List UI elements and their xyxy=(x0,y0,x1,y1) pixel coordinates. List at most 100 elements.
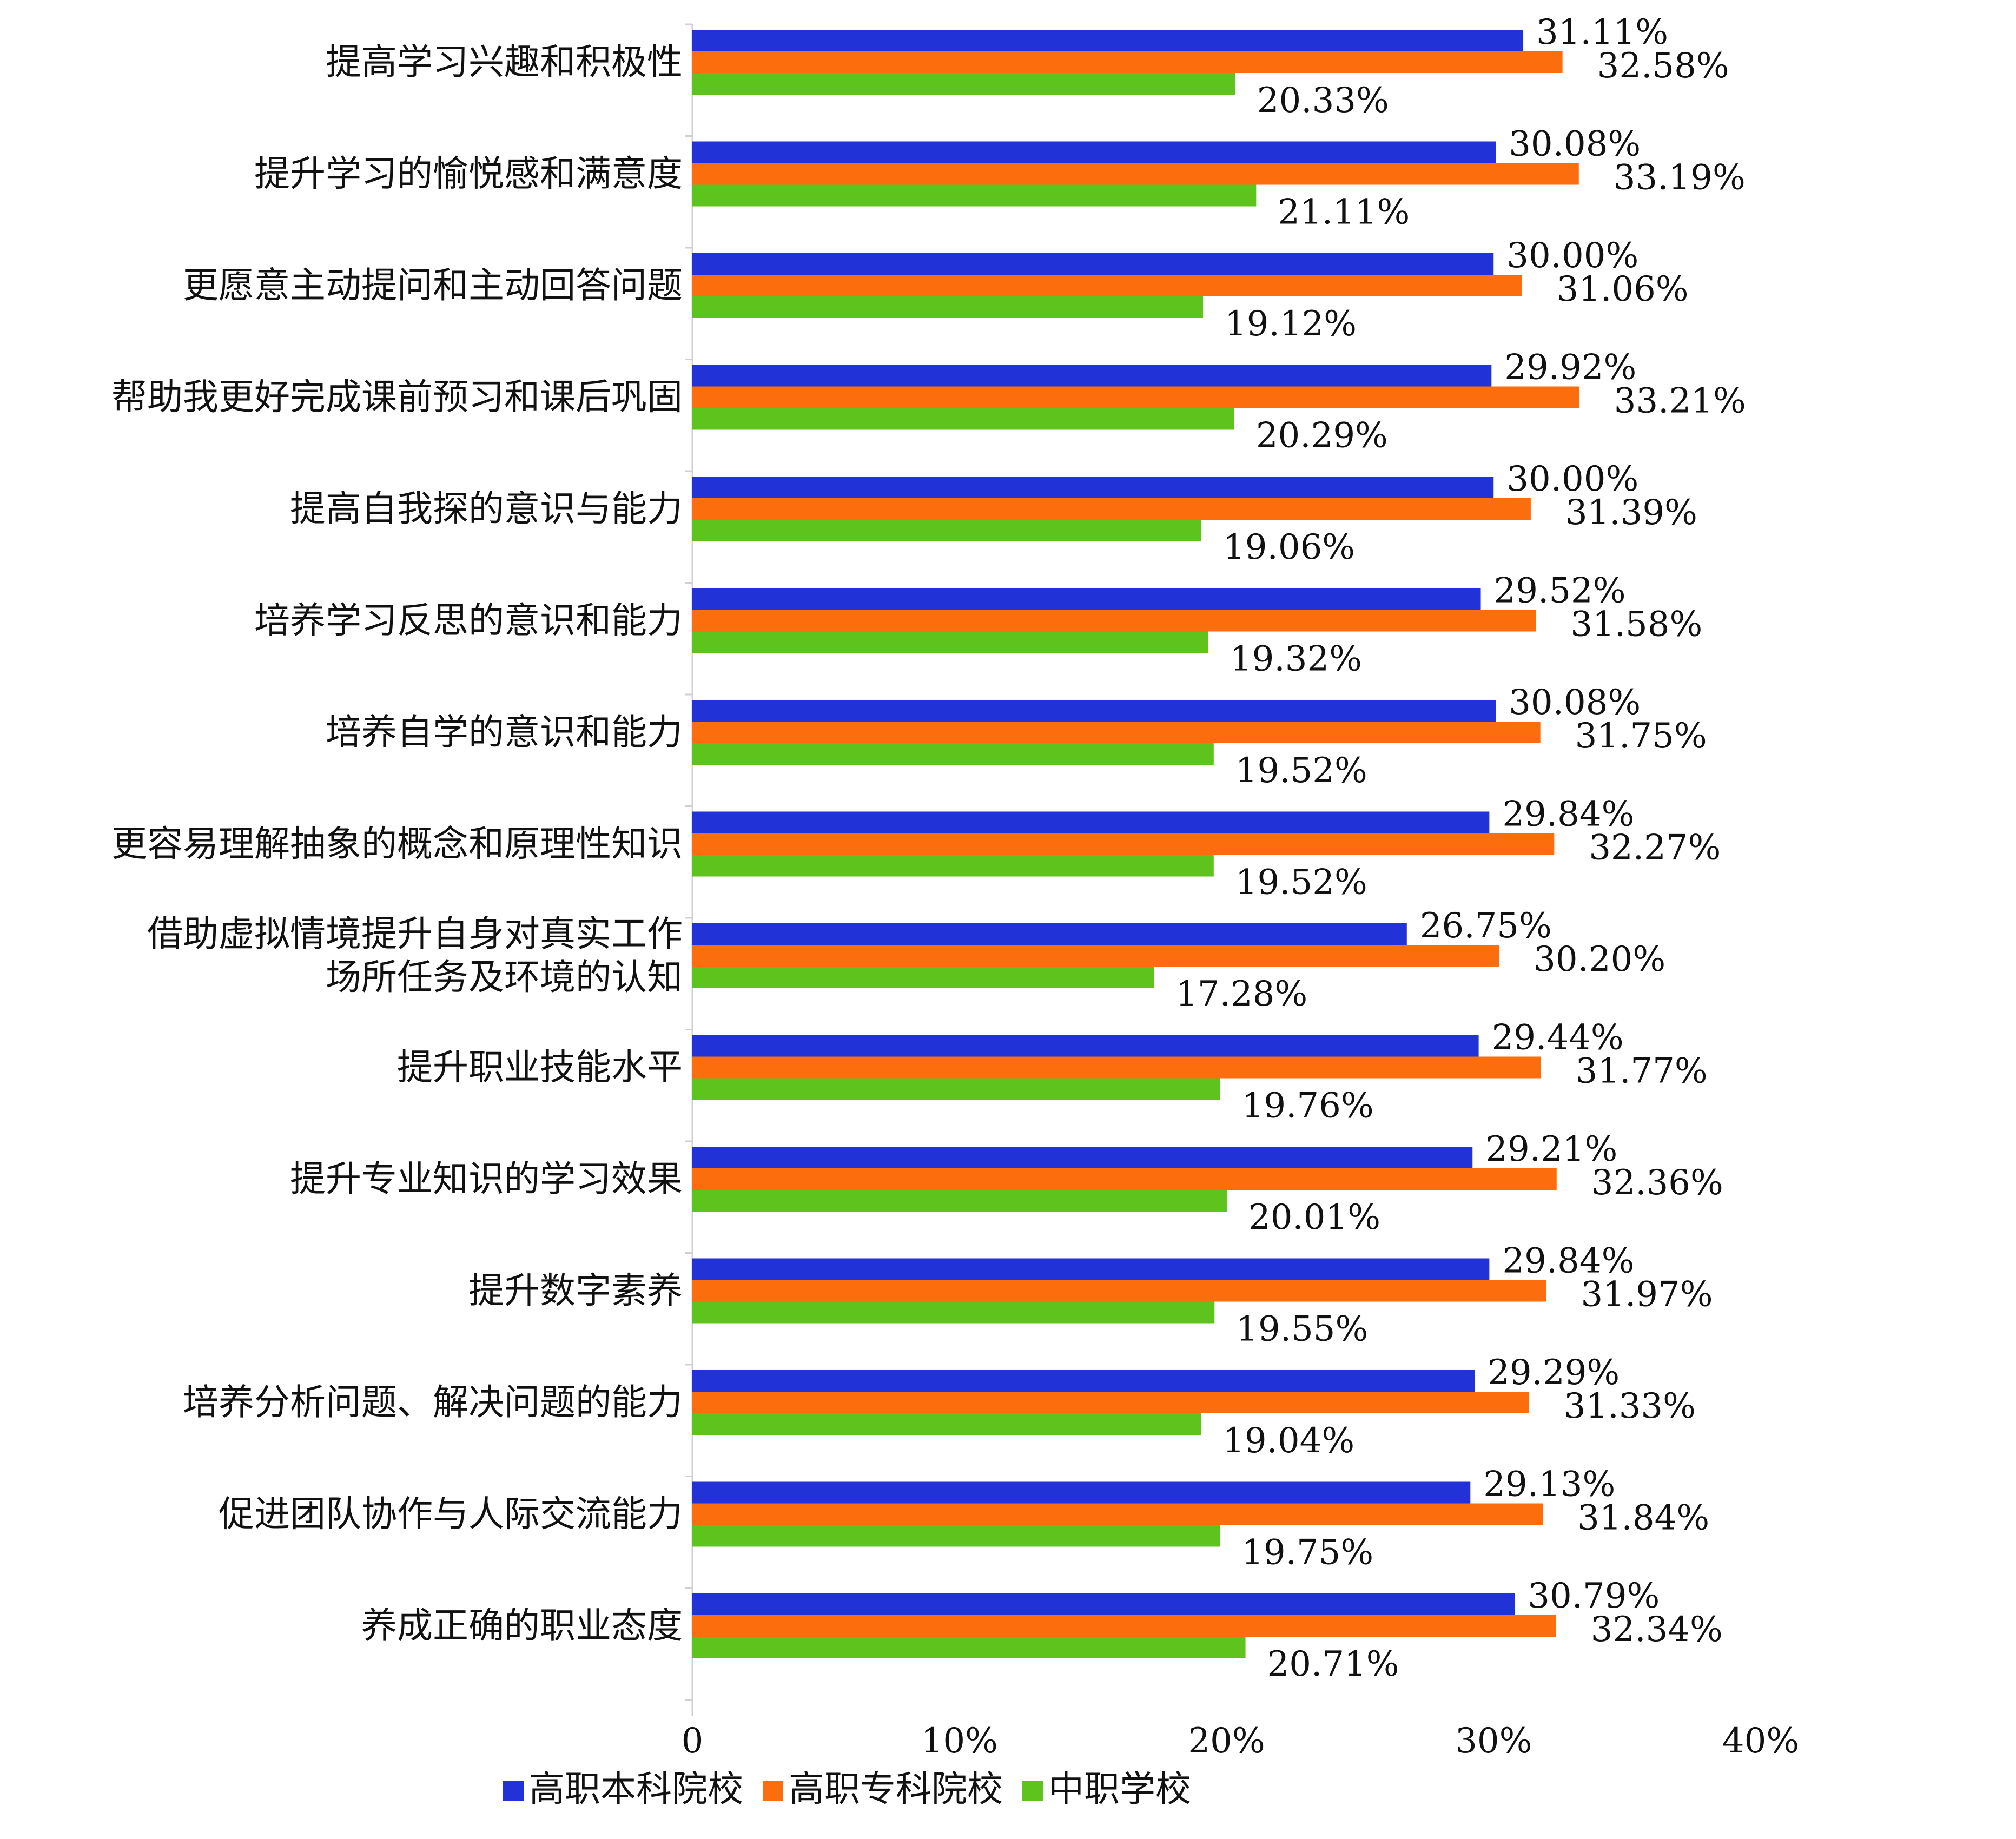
data-label: 29.29% xyxy=(1488,1353,1620,1393)
data-label: 31.77% xyxy=(1576,1051,1708,1092)
category-label: 提升学习的愉悦感和满意度 xyxy=(254,153,683,195)
category-label: 更愿意主动提问和主动回答问题 xyxy=(183,264,683,306)
data-label: 30.00% xyxy=(1506,236,1638,276)
bar-3 xyxy=(692,631,1208,653)
category-label: 促进团队协作与人际交流能力 xyxy=(219,1493,683,1535)
data-label: 19.04% xyxy=(1222,1421,1354,1461)
data-label: 32.36% xyxy=(1591,1163,1723,1203)
legend-swatch xyxy=(503,1781,524,1801)
bar-2 xyxy=(692,1168,1557,1190)
bar-2 xyxy=(692,722,1541,743)
data-label: 17.28% xyxy=(1175,974,1307,1014)
x-tick-label: 0 xyxy=(682,1721,704,1761)
x-tick-label: 10% xyxy=(921,1721,998,1761)
data-label: 30.08% xyxy=(1509,683,1641,723)
bar-2 xyxy=(692,51,1563,73)
bar-1 xyxy=(692,30,1524,51)
category-label: 更容易理解抽象的概念和原理性知识 xyxy=(111,823,683,865)
data-label: 29.84% xyxy=(1502,1241,1634,1281)
bar-1 xyxy=(692,1147,1473,1168)
data-label: 29.44% xyxy=(1492,1018,1624,1058)
data-label: 29.52% xyxy=(1494,571,1626,611)
bar-2 xyxy=(692,833,1555,855)
data-label: 31.06% xyxy=(1557,269,1689,309)
x-tick-label: 30% xyxy=(1455,1721,1532,1761)
category-label: 帮助我更好完成课前预习和课后巩固 xyxy=(111,376,683,418)
category-label: 提升数字素养 xyxy=(468,1270,683,1312)
data-label: 31.11% xyxy=(1536,12,1668,52)
x-tick-label: 20% xyxy=(1188,1721,1265,1761)
bars xyxy=(692,30,1579,1658)
bar-2 xyxy=(692,275,1522,296)
x-tick-label: 40% xyxy=(1722,1721,1799,1761)
data-label: 20.01% xyxy=(1248,1198,1380,1238)
bar-2 xyxy=(692,163,1579,185)
category-label: 养成正确的职业态度 xyxy=(361,1605,683,1646)
bar-2 xyxy=(692,1392,1529,1413)
category-label: 提高学习兴趣和积极性 xyxy=(326,41,683,83)
bar-3 xyxy=(692,73,1235,95)
data-label: 19.52% xyxy=(1235,751,1367,791)
category-labels: 提高学习兴趣和积极性提升学习的愉悦感和满意度更愿意主动提问和主动回答问题帮助我更… xyxy=(111,41,683,1646)
data-label: 29.13% xyxy=(1483,1465,1615,1505)
value-axis: 0 10% 20% 30% 40% xyxy=(682,23,1799,1761)
bar-2 xyxy=(692,945,1499,967)
data-label: 19.55% xyxy=(1236,1309,1368,1350)
data-label: 30.20% xyxy=(1534,940,1665,980)
data-label: 31.97% xyxy=(1581,1275,1713,1315)
bar-1 xyxy=(692,1370,1475,1392)
data-label: 31.84% xyxy=(1577,1498,1709,1538)
data-label: 20.71% xyxy=(1267,1644,1399,1684)
bar-3 xyxy=(692,1413,1201,1435)
bar-1 xyxy=(692,923,1407,945)
category-label: 提升专业知识的学习效果 xyxy=(290,1158,683,1200)
legend-swatch xyxy=(763,1781,783,1801)
legend-label: 中职学校 xyxy=(1048,1768,1191,1810)
bar-1 xyxy=(692,477,1494,498)
bar-3 xyxy=(692,743,1214,765)
data-label: 31.58% xyxy=(1570,605,1702,645)
data-label: 21.11% xyxy=(1278,193,1410,233)
bar-3 xyxy=(692,1078,1220,1100)
data-label: 29.21% xyxy=(1485,1129,1617,1169)
bar-3 xyxy=(692,296,1204,318)
bar-2 xyxy=(692,1615,1556,1637)
data-label: 19.06% xyxy=(1223,527,1355,567)
bar-1 xyxy=(692,1593,1515,1615)
data-label: 31.39% xyxy=(1565,493,1697,533)
data-label: 33.19% xyxy=(1614,158,1746,198)
data-label: 32.34% xyxy=(1591,1610,1723,1650)
data-label: 19.12% xyxy=(1225,304,1357,344)
bar-1 xyxy=(692,588,1481,610)
bar-3 xyxy=(692,1190,1227,1212)
data-label: 19.76% xyxy=(1242,1086,1374,1126)
data-label: 19.32% xyxy=(1230,639,1362,679)
data-label: 29.84% xyxy=(1502,795,1634,835)
bar-2 xyxy=(692,386,1579,408)
data-labels: 31.11%32.58% 20.33% 30.08% 33.19% 21.11% 30.0… xyxy=(1175,12,1746,1684)
bar-2 xyxy=(692,498,1531,520)
bar-1 xyxy=(692,253,1494,275)
category-label: 培养自学的意识和能力 xyxy=(326,711,683,753)
data-label: 32.58% xyxy=(1597,46,1729,86)
data-label: 30.79% xyxy=(1528,1576,1660,1616)
legend-label: 高职本科院校 xyxy=(529,1768,743,1810)
data-label: 26.75% xyxy=(1420,906,1552,946)
bar-2 xyxy=(692,610,1536,632)
bar-1 xyxy=(692,365,1492,387)
legend-label: 高职专科院校 xyxy=(789,1768,1003,1810)
bar-3 xyxy=(692,1525,1220,1547)
data-label: 30.00% xyxy=(1506,459,1638,499)
bar-3 xyxy=(692,184,1257,207)
bar-2 xyxy=(692,1280,1546,1302)
bar-1 xyxy=(692,700,1496,722)
data-label: 32.27% xyxy=(1589,828,1721,868)
legend-swatch xyxy=(1022,1781,1043,1801)
data-label: 19.52% xyxy=(1235,863,1367,903)
bar-1 xyxy=(692,1481,1471,1504)
bar-3 xyxy=(692,520,1202,541)
bar-1 xyxy=(692,1035,1479,1057)
data-label: 20.33% xyxy=(1257,81,1389,121)
bar-1 xyxy=(692,811,1490,833)
category-label: 提升职业技能水平 xyxy=(397,1047,683,1088)
